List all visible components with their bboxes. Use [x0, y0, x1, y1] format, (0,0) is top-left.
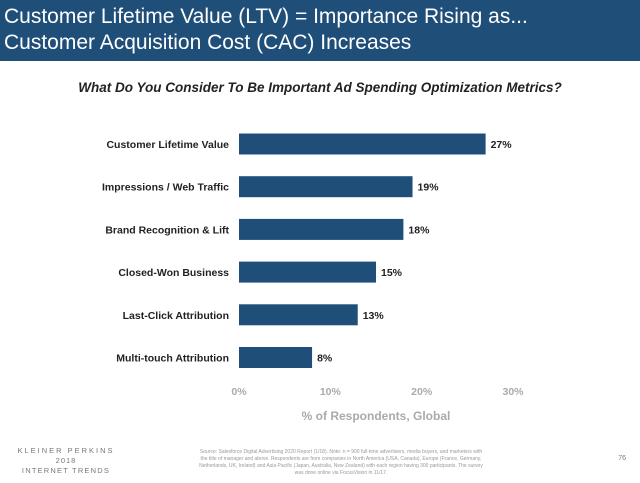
- chart-subtitle: What Do You Consider To Be Important Ad …: [78, 80, 562, 95]
- data-label: 18%: [408, 224, 430, 236]
- bar: [239, 347, 313, 368]
- title-banner: Customer Lifetime Value (LTV) = Importan…: [0, 0, 640, 61]
- x-tick-label: 10%: [320, 386, 342, 398]
- x-tick-label: 30%: [502, 386, 524, 398]
- data-label: 19%: [418, 182, 440, 194]
- category-label: Multi-touch Attribution: [116, 353, 229, 365]
- logo-year: 2018: [55, 456, 77, 465]
- x-tick-label: 20%: [411, 386, 433, 398]
- category-label: Closed-Won Business: [118, 267, 229, 279]
- logo-report-name: INTERNET TRENDS: [21, 466, 111, 475]
- category-label: Last-Click Attribution: [123, 310, 229, 322]
- page-number: 76: [618, 455, 626, 462]
- title-line-1: Customer Lifetime Value (LTV) = Importan…: [4, 5, 528, 28]
- bar: [239, 304, 358, 326]
- data-label: 8%: [317, 353, 333, 365]
- bar: [239, 218, 404, 240]
- x-axis-title: % of Respondents, Global: [302, 409, 451, 423]
- bar: [239, 133, 486, 155]
- bar: [239, 176, 413, 198]
- category-label: Impressions / Web Traffic: [102, 182, 229, 194]
- logo-company: KLEINER PERKINS: [17, 446, 115, 455]
- title-line-2: Customer Acquisition Cost (CAC) Increase…: [4, 31, 412, 54]
- data-label: 27%: [491, 139, 513, 151]
- bar: [239, 261, 376, 283]
- bar-chart: Customer Lifetime Value 27% Impressions / …: [102, 133, 524, 423]
- kleiner-perkins-logo: KLEINER PERKINS 2018 INTERNET TRENDS: [6, 446, 126, 476]
- category-label: Brand Recognition & Lift: [105, 224, 229, 236]
- data-label: 15%: [381, 267, 403, 279]
- category-label: Customer Lifetime Value: [106, 139, 229, 151]
- x-tick-label: 0%: [231, 386, 247, 398]
- source-note: Source: Salesforce Digital Advertising 2…: [199, 449, 483, 476]
- data-label: 13%: [363, 310, 385, 322]
